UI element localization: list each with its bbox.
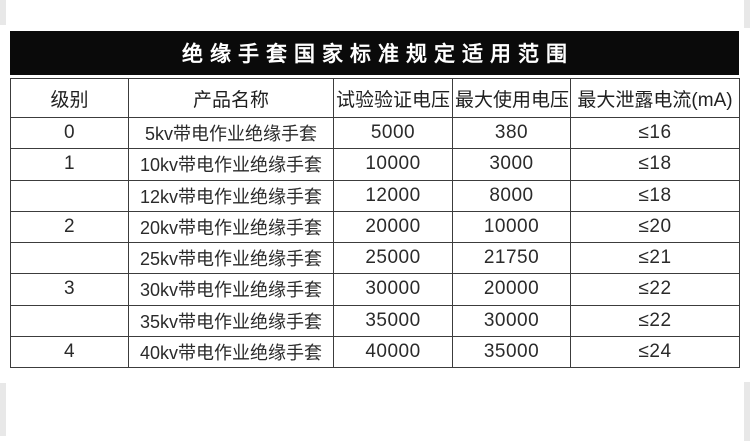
table-cell: 25kv带电作业绝缘手套 (128, 241, 334, 275)
table-cell: 35000 (452, 335, 571, 369)
table-cell: ≤24 (570, 335, 740, 369)
table-cell: 10kv带电作业绝缘手套 (128, 148, 334, 181)
table-cell: 5kv带电作业绝缘手套 (128, 116, 334, 150)
table-row: 1 10kv带电作业绝缘手套 10000 3000 ≤18 (10, 148, 740, 181)
page-edge-strip-bottom-left (0, 383, 6, 436)
table-cell: ≤18 (570, 179, 740, 212)
header-row: 级别 产品名称 试验验证电压 最大使用电压 最大泄露电流(mA) (10, 78, 740, 118)
column-header-0: 级别 (10, 78, 129, 118)
table-cell (10, 304, 129, 337)
table-row: 25kv带电作业绝缘手套 25000 21750 ≤21 (10, 241, 740, 275)
table-cell (10, 179, 129, 212)
table-row: 12kv带电作业绝缘手套 12000 8000 ≤18 (10, 179, 740, 212)
table-cell: 35kv带电作业绝缘手套 (128, 304, 334, 337)
table-title-banner: 绝缘手套国家标准规定适用范围 (10, 31, 739, 75)
table-cell: 35000 (333, 304, 453, 337)
table-row: 3 30kv带电作业绝缘手套 30000 20000 ≤22 (10, 273, 740, 306)
table-row: 0 5kv带电作业绝缘手套 5000 380 ≤16 (10, 116, 740, 150)
table-row: 35kv带电作业绝缘手套 35000 30000 ≤22 (10, 304, 740, 337)
table-cell: 10000 (333, 148, 453, 181)
table-cell: 20000 (452, 273, 571, 306)
spec-table-body: 0 5kv带电作业绝缘手套 5000 380 ≤16 1 10kv带电作业绝缘手套 10000… (10, 116, 740, 369)
page-edge-strip-top-left (0, 0, 6, 25)
table-row: 2 20kv带电作业绝缘手套 20000 10000 ≤20 (10, 210, 740, 244)
table-cell: 30000 (333, 273, 453, 306)
table-cell: 20kv带电作业绝缘手套 (128, 210, 334, 244)
table-cell: ≤16 (570, 116, 740, 150)
table-cell: ≤18 (570, 148, 740, 181)
table-cell: 20000 (333, 210, 453, 244)
table-cell: 12kv带电作业绝缘手套 (128, 179, 334, 212)
column-header-3: 最大使用电压 (452, 78, 571, 118)
page-edge-strip-bottom-right (744, 382, 750, 441)
table-cell: 380 (452, 116, 571, 150)
table-cell: 40kv带电作业绝缘手套 (128, 335, 334, 369)
table-cell: 30kv带电作业绝缘手套 (128, 273, 334, 306)
table-cell: 30000 (452, 304, 571, 337)
table-cell: 12000 (333, 179, 453, 212)
table-cell: 2 (10, 210, 129, 244)
table-cell: 1 (10, 148, 129, 181)
table-cell: 5000 (333, 116, 453, 150)
page-edge-strip-top-right (744, 0, 750, 28)
table-cell: 8000 (452, 179, 571, 212)
column-header-4: 最大泄露电流(mA) (570, 78, 740, 118)
table-cell: ≤20 (570, 210, 740, 244)
table-cell: ≤21 (570, 241, 740, 275)
column-header-2: 试验验证电压 (333, 78, 453, 118)
table-cell: 4 (10, 335, 129, 369)
table-cell: ≤22 (570, 273, 740, 306)
table-cell: ≤22 (570, 304, 740, 337)
table-cell: 25000 (333, 241, 453, 275)
table-cell: 21750 (452, 241, 571, 275)
table-title: 绝缘手套国家标准规定适用范围 (182, 43, 574, 66)
table-cell: 0 (10, 116, 129, 150)
spec-table: 级别 产品名称 试验验证电压 最大使用电压 最大泄露电流(mA) 0 5kv带电作业绝缘手… (10, 78, 740, 369)
table-cell: 3 (10, 273, 129, 306)
spec-table-head: 级别 产品名称 试验验证电压 最大使用电压 最大泄露电流(mA) (10, 78, 740, 118)
table-row: 4 40kv带电作业绝缘手套 40000 35000 ≤24 (10, 335, 740, 369)
table-cell (10, 241, 129, 275)
table-cell: 10000 (452, 210, 571, 244)
column-header-1: 产品名称 (128, 78, 334, 118)
table-cell: 40000 (333, 335, 453, 369)
table-cell: 3000 (452, 148, 571, 181)
